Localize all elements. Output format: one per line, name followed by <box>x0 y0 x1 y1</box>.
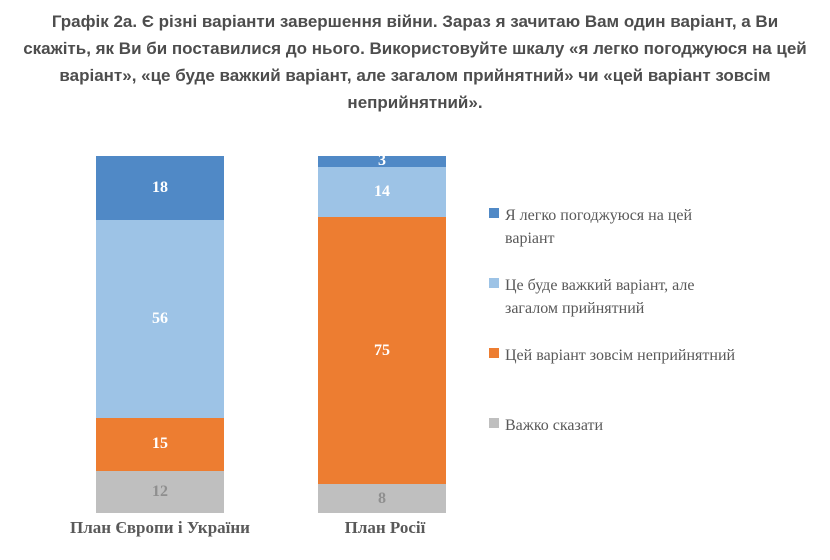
bar-segment-agree-easily: 3 <box>318 152 446 169</box>
segment-value-label: 15 <box>152 435 168 453</box>
bar-segment-hard-but-acceptable: 14 <box>318 166 446 217</box>
segment-value-label: 3 <box>378 152 386 170</box>
legend-item-hard-but-acceptable: Це буде важкий варіант, але загалом прий… <box>489 274 809 320</box>
bar-segment-hard-but-acceptable: 56 <box>96 219 224 418</box>
legend-swatch-hard-to-say <box>489 418 499 428</box>
bar-segment-hard-to-say: 8 <box>318 484 446 513</box>
bar-plan-russia: 3 14 75 8 <box>318 152 446 513</box>
legend-swatch-hard-but-acceptable <box>489 278 499 288</box>
bar-segment-agree-easily: 18 <box>96 156 224 220</box>
legend-swatch-agree-easily <box>489 208 499 218</box>
category-label-plan-europe-ukraine: План Європи і України <box>70 518 250 537</box>
legend-label: Я легко погоджуюся на цей варіант <box>505 207 693 247</box>
bar-segment-unacceptable: 75 <box>318 216 446 485</box>
legend-label: Це буде важкий варіант, але загалом прий… <box>505 277 695 317</box>
segment-value-label: 75 <box>374 341 390 359</box>
bar-segment-hard-to-say: 12 <box>96 470 224 513</box>
legend-item-hard-to-say: Важко сказати <box>489 414 809 437</box>
legend-item-agree-easily: Я легко погоджуюся на цей варіант <box>489 204 809 250</box>
legend-swatch-unacceptable <box>489 348 499 358</box>
bar-segment-unacceptable: 15 <box>96 417 224 471</box>
segment-value-label: 56 <box>152 309 168 327</box>
chart-title: Графік 2а. Є різні варіанти завершення в… <box>23 12 807 112</box>
segment-value-label: 12 <box>152 482 168 500</box>
segment-value-label: 8 <box>378 489 386 507</box>
bar-plan-europe-ukraine: 18 56 15 12 <box>96 156 224 513</box>
category-label-plan-russia: План Росії <box>344 518 426 537</box>
legend-item-unacceptable: Цей варіант зовсім неприйнятний <box>489 344 809 367</box>
legend-label: Цей варіант зовсім неприйнятний <box>505 347 736 364</box>
segment-value-label: 14 <box>374 182 390 200</box>
segment-value-label: 18 <box>152 178 168 196</box>
legend-label: Важко сказати <box>505 417 604 434</box>
